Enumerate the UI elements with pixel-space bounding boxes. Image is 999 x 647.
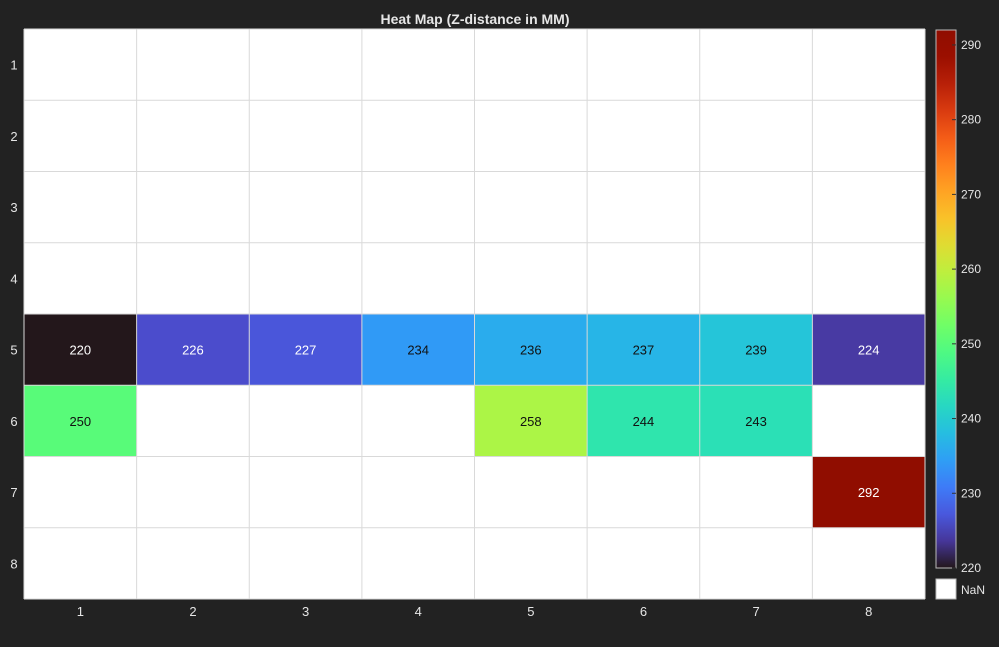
nan-label: NaN (961, 583, 985, 597)
cell-value-label: 243 (745, 414, 767, 429)
colorbar-tick-label: 280 (961, 113, 981, 127)
colorbar-tick-label: 230 (961, 486, 981, 500)
cell-value-label: 224 (858, 343, 880, 358)
x-tick-label: 2 (189, 604, 196, 619)
nan-swatch (935, 578, 957, 600)
heatmap-cell (361, 314, 475, 386)
y-tick-label: 4 (10, 271, 17, 286)
cell-value-label: 244 (633, 414, 655, 429)
heatmap-cell (24, 314, 137, 386)
y-tick-label: 6 (10, 414, 17, 429)
heatmap-grid (23, 28, 926, 600)
cell-value-label: 226 (182, 343, 204, 358)
cell-value-label: 237 (633, 343, 655, 358)
heatmap-cell (136, 314, 250, 386)
y-tick-label: 2 (10, 129, 17, 144)
colorbar: 220 230 240 250 260 270 280 290 (935, 29, 981, 575)
heatmap-cell (812, 456, 925, 528)
y-tick-label: 3 (10, 200, 17, 215)
y-axis: 1 2 3 4 5 6 7 8 (10, 58, 17, 572)
x-axis: 1 2 3 4 5 6 7 8 (77, 604, 873, 619)
colorbar-tick-label: 250 (961, 337, 981, 351)
heatmap-cell (249, 314, 362, 386)
cell-value-label: 239 (745, 343, 767, 358)
y-tick-label: 8 (10, 556, 17, 571)
x-tick-label: 5 (527, 604, 534, 619)
x-tick-label: 4 (415, 604, 422, 619)
cell-value-label: 234 (407, 343, 429, 358)
heatmap-cell (474, 385, 588, 457)
cell-value-labels: 220 226 227 234 236 237 239 224 250 258 244 243 292 (69, 343, 879, 501)
colorbar-tick-label: 270 (961, 187, 981, 201)
cell-value-label: 292 (858, 485, 880, 500)
heatmap-cell (474, 314, 588, 386)
cell-value-label: 236 (520, 343, 542, 358)
heatmap-cell (699, 314, 813, 386)
x-tick-label: 3 (302, 604, 309, 619)
heatmap-cell (587, 385, 700, 457)
colorbar-tick-label: 240 (961, 412, 981, 426)
y-tick-label: 5 (10, 343, 17, 358)
colorbar-tick-label: 260 (961, 262, 981, 276)
chart-title: Heat Map (Z-distance in MM) (380, 11, 569, 27)
heatmap-cell (587, 314, 700, 386)
cell-value-label: 220 (69, 343, 91, 358)
y-tick-label: 1 (10, 58, 17, 73)
x-tick-label: 6 (640, 604, 647, 619)
heatmap-cell (812, 314, 925, 386)
cell-value-label: 227 (295, 343, 317, 358)
cell-value-label: 258 (520, 414, 542, 429)
nan-legend: NaN (935, 578, 985, 600)
colorbar-tick-label: 220 (961, 561, 981, 575)
x-tick-label: 8 (865, 604, 872, 619)
cell-value-label: 250 (69, 414, 91, 429)
x-tick-label: 1 (77, 604, 84, 619)
x-tick-label: 7 (752, 604, 759, 619)
heatmap-cell (24, 385, 137, 457)
heatmap-cell (699, 385, 813, 457)
colorbar-tick-label: 290 (961, 38, 981, 52)
colorbar-gradient (935, 29, 957, 569)
y-tick-label: 7 (10, 485, 17, 500)
